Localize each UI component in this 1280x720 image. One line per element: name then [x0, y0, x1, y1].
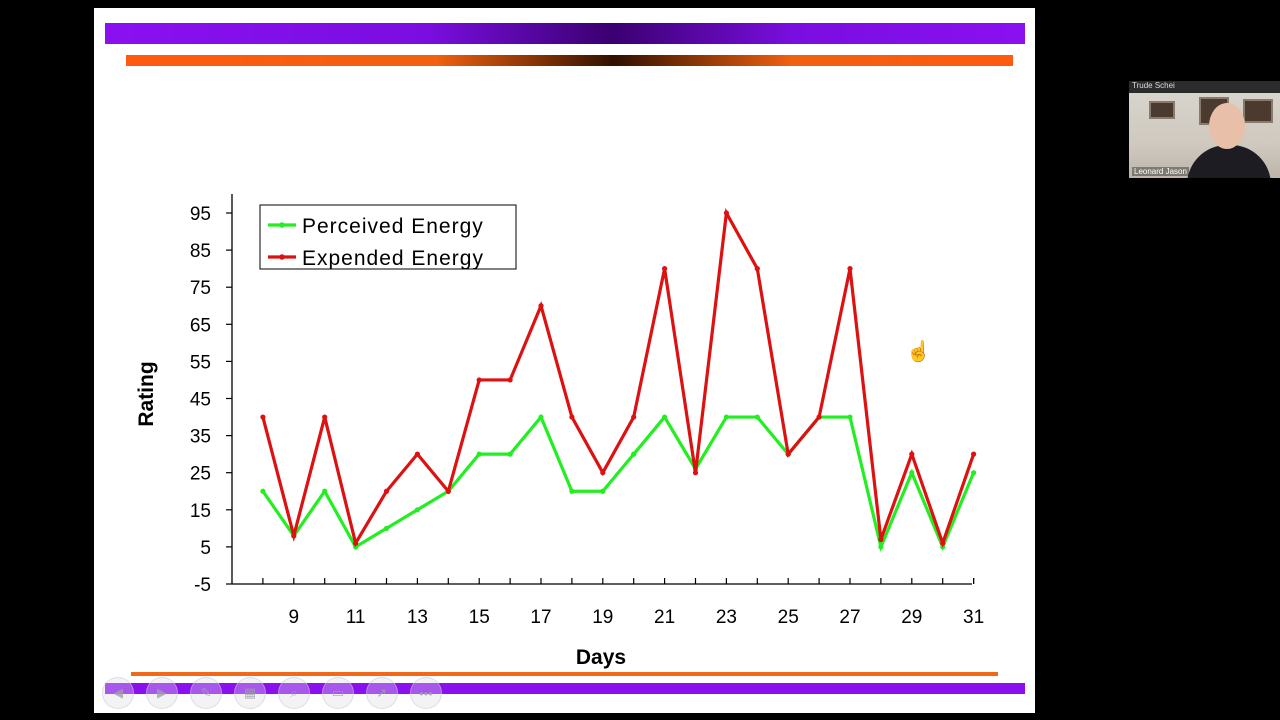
data-point	[322, 414, 328, 420]
data-point	[383, 488, 390, 494]
y-tick-label: -5	[194, 575, 211, 596]
slides-icon[interactable]: ▦	[234, 677, 266, 709]
data-point	[940, 540, 946, 546]
data-point	[878, 536, 884, 543]
x-tick-label: 31	[963, 607, 984, 628]
y-tick-label: 85	[190, 241, 211, 262]
energy-line-chart: 95 85 75 65 55 45 35 25 15 5 -5 9 11 13 15 17 19 21 23 25 27…	[135, 194, 984, 669]
x-tick-label: 13	[407, 607, 428, 628]
pointer-icon[interactable]: ➚	[366, 677, 398, 709]
data-point	[260, 488, 266, 494]
data-point	[878, 544, 884, 550]
data-point	[538, 303, 544, 309]
data-point	[816, 414, 822, 420]
person-head	[1209, 103, 1245, 149]
webcam-speaker-name: Leonard Jason	[1132, 167, 1189, 176]
legend-label: Perceived Energy	[302, 215, 484, 238]
wall-picture	[1149, 101, 1175, 119]
data-point	[971, 451, 977, 457]
prev-icon[interactable]: ◀	[102, 677, 134, 709]
subtitles-icon[interactable]: ▭	[322, 677, 354, 709]
data-point	[569, 488, 575, 494]
data-point	[600, 470, 606, 476]
x-tick-label: 29	[901, 607, 922, 628]
bottom-purple-bar	[105, 683, 1025, 694]
y-axis-title: Rating	[135, 361, 158, 426]
data-point	[414, 451, 420, 457]
x-tick-label: 21	[654, 607, 675, 628]
data-point	[322, 488, 328, 494]
data-point	[383, 525, 390, 531]
next-icon[interactable]: ▶	[146, 677, 178, 709]
x-tick-label: 23	[716, 607, 737, 628]
data-point	[662, 414, 668, 420]
x-tick-label: 27	[839, 607, 860, 628]
data-point	[662, 266, 668, 272]
x-tick-label: 17	[530, 607, 551, 628]
legend-swatch-marker	[279, 222, 285, 228]
data-point	[507, 451, 513, 457]
data-point	[353, 540, 359, 546]
data-point	[631, 451, 637, 457]
y-tick-label: 15	[190, 501, 211, 522]
data-point	[631, 414, 637, 420]
zoom-icon[interactable]: ⌕	[278, 677, 310, 709]
data-point	[723, 210, 730, 216]
data-point	[909, 470, 915, 476]
x-axis-title: Days	[576, 646, 626, 669]
legend-label: Expended Energy	[302, 247, 484, 270]
data-point	[754, 414, 760, 420]
y-tick-label: 35	[190, 427, 211, 448]
x-tick-label: 11	[346, 607, 366, 628]
y-tick-label: 75	[190, 278, 211, 299]
data-point	[414, 507, 420, 513]
webcam-top-name: Trude Schei	[1132, 81, 1175, 90]
data-point	[538, 414, 544, 420]
x-tick-label: 9	[289, 607, 300, 628]
y-tick-label: 45	[190, 390, 211, 411]
bottom-orange-bar	[131, 672, 998, 676]
webcam-video	[1129, 93, 1280, 178]
data-point	[476, 377, 482, 383]
x-tick-label: 19	[592, 607, 613, 628]
legend-box	[259, 204, 517, 270]
data-point	[754, 266, 760, 272]
y-tick-label: 5	[200, 538, 211, 559]
y-tick-label: 55	[190, 352, 211, 373]
hand-cursor-icon: ☝	[906, 341, 931, 363]
slide: 95 85 75 65 55 45 35 25 15 5 -5 9 11 13 15 17 19 21 23 25 27…	[94, 8, 1035, 713]
data-point	[507, 377, 513, 383]
webcam-panel: Trude Schei Leonard Jason	[1129, 81, 1280, 178]
pen-icon[interactable]: ✎	[190, 677, 222, 709]
series-line-expended	[261, 207, 976, 549]
top-purple-bar	[105, 23, 1025, 44]
person-body	[1187, 145, 1271, 178]
more-icon[interactable]: •••	[410, 677, 442, 709]
y-tick-label: 25	[190, 464, 211, 485]
data-point	[476, 451, 482, 457]
data-point	[909, 451, 915, 457]
data-point	[260, 414, 266, 420]
data-point	[291, 533, 297, 539]
data-point	[569, 414, 575, 420]
data-point	[847, 414, 853, 420]
data-point	[723, 414, 730, 420]
slideshow-toolbar: ◀ ▶ ✎ ▦ ⌕ ▭ ➚ •••	[102, 677, 442, 709]
data-point	[600, 488, 606, 494]
data-point	[353, 544, 359, 550]
data-point	[847, 266, 853, 272]
y-tick-label: 65	[190, 315, 211, 336]
y-tick-label: 95	[190, 204, 211, 225]
top-orange-bar	[126, 55, 1013, 66]
x-tick-label: 25	[778, 607, 799, 628]
data-point	[785, 451, 791, 457]
data-point	[971, 470, 977, 476]
data-point	[445, 488, 451, 494]
legend-swatch-marker	[279, 254, 285, 260]
wall-picture	[1243, 99, 1273, 123]
series-line-perceived	[261, 413, 976, 553]
data-point	[692, 470, 699, 476]
x-tick-label: 15	[469, 607, 490, 628]
